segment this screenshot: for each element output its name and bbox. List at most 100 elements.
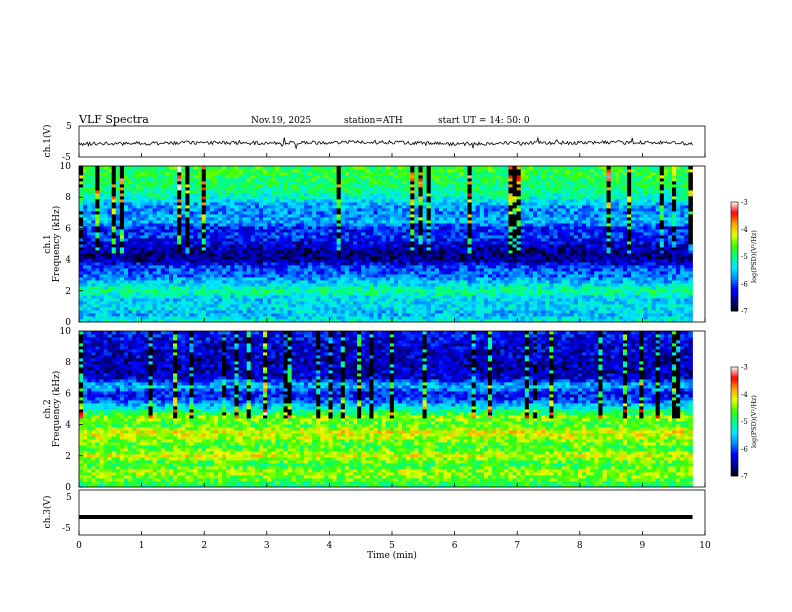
spectrogram-cell	[83, 319, 88, 323]
spectrogram-cell	[164, 232, 170, 236]
spectrogram-cell	[123, 235, 129, 239]
spectrogram-cell	[136, 307, 141, 311]
spectrogram-cell	[152, 274, 158, 278]
spectrogram-cell	[83, 202, 88, 206]
spectrogram-cell	[197, 199, 203, 203]
spectrogram-cell	[455, 301, 460, 305]
spectrogram-cell	[353, 268, 358, 272]
spectrogram-cell	[95, 241, 100, 245]
spectrogram-cell	[393, 169, 399, 173]
spectrogram-cell	[152, 184, 158, 188]
spectrogram-cell	[91, 295, 96, 299]
spectrogram-cell	[451, 286, 456, 290]
spectrogram-cell	[381, 310, 387, 314]
spectrogram-cell	[418, 301, 423, 305]
spectrogram-cell	[463, 283, 468, 287]
spectrogram-cell	[275, 238, 280, 242]
ch1-waveform-trace	[78, 136, 693, 150]
spectrogram-cell	[140, 214, 145, 218]
spectrogram-cell	[267, 259, 272, 263]
spectrogram-cell	[164, 298, 170, 302]
spectrogram-cell	[218, 307, 223, 311]
spectrogram-cell	[115, 283, 121, 287]
spectrogram-cell	[398, 193, 403, 197]
spectrogram-cell	[426, 238, 432, 242]
spectrogram-cell	[340, 199, 346, 203]
spectrogram-cell	[443, 262, 448, 266]
spectrogram-cell	[234, 172, 239, 176]
spectrogram-cell	[463, 199, 468, 203]
spectrogram-cell	[324, 220, 329, 224]
spectrogram-cell	[250, 205, 256, 209]
spectrogram-cell	[426, 307, 432, 311]
spectrogram-cell	[295, 166, 301, 170]
spectrogram-cell	[234, 274, 239, 278]
spectrogram-cell	[181, 313, 186, 317]
spectrogram-cell	[160, 250, 166, 254]
spectrogram-cell	[353, 166, 358, 170]
spectrogram-cell	[291, 271, 297, 275]
spectrogram-cell	[99, 286, 104, 290]
spectrogram-cell	[242, 289, 248, 293]
spectrogram-cell	[455, 313, 460, 317]
spectrogram-cell	[377, 172, 383, 176]
spectrogram-cell	[303, 313, 309, 317]
spectrogram-cell	[422, 208, 428, 212]
spectrogram-cell	[287, 304, 293, 308]
spectrogram-cell	[443, 319, 448, 323]
spectrogram-cell	[173, 211, 178, 215]
spectrogram-cell	[140, 220, 145, 224]
spectrogram-cell	[443, 316, 448, 320]
spectrogram-cell	[222, 295, 227, 299]
spectrogram-cell	[299, 259, 305, 263]
spectrogram-cell	[369, 226, 374, 230]
spectrogram-cell	[308, 307, 313, 311]
spectrogram-cell	[103, 280, 109, 284]
spectrogram-cell	[410, 166, 415, 170]
spectrogram-cell	[156, 181, 162, 185]
spectrogram-cell	[160, 259, 166, 263]
spectrogram-cell	[426, 181, 432, 185]
spectrogram-cell	[385, 271, 391, 275]
spectrogram-cell	[291, 247, 297, 251]
spectrogram-cell	[189, 178, 194, 182]
spectrogram-cell	[181, 172, 186, 176]
spectrogram-cell	[287, 208, 293, 212]
spectrogram-cell	[271, 268, 276, 272]
spectrogram-cell	[177, 175, 182, 179]
spectrogram-cell	[83, 214, 88, 218]
spectrogram-cell	[312, 229, 317, 233]
spectrogram-cell	[414, 262, 419, 266]
spectrogram-cell	[115, 286, 121, 290]
spectrogram-cell	[226, 301, 231, 305]
spectrogram-cell	[459, 301, 464, 305]
spectrogram-cell	[303, 289, 309, 293]
spectrogram-cell	[107, 262, 113, 266]
spectrogram-cell	[369, 307, 374, 311]
spectrogram-cell	[271, 247, 276, 251]
spectrogram-cell	[443, 196, 448, 200]
spectrogram-cell	[377, 319, 383, 323]
spectrogram-cell	[295, 241, 301, 245]
spectrogram-cell	[156, 205, 162, 209]
spectrogram-cell	[185, 166, 190, 170]
spectrogram-cell	[357, 244, 362, 248]
spectrogram-cell	[308, 244, 313, 248]
spectrogram-cell	[197, 256, 203, 260]
spectrogram-cell	[99, 259, 104, 263]
spectrogram-cell	[213, 181, 219, 185]
spectrogram-cell	[95, 166, 100, 170]
spectrogram-cell	[279, 262, 284, 266]
spectrogram-cell	[238, 274, 243, 278]
spectrogram-cell	[181, 208, 186, 212]
spectrogram-cell	[258, 256, 264, 260]
spectrogram-cell	[99, 169, 104, 173]
spectrogram-cell	[385, 277, 391, 281]
spectrogram-cell	[324, 208, 329, 212]
spectrogram-cell	[299, 187, 305, 191]
spectrogram-cell	[234, 253, 239, 257]
spectrogram-cell	[156, 250, 162, 254]
spectrogram-cell	[430, 280, 436, 284]
spectrogram-cell	[340, 262, 346, 266]
spectrogram-cell	[381, 301, 387, 305]
